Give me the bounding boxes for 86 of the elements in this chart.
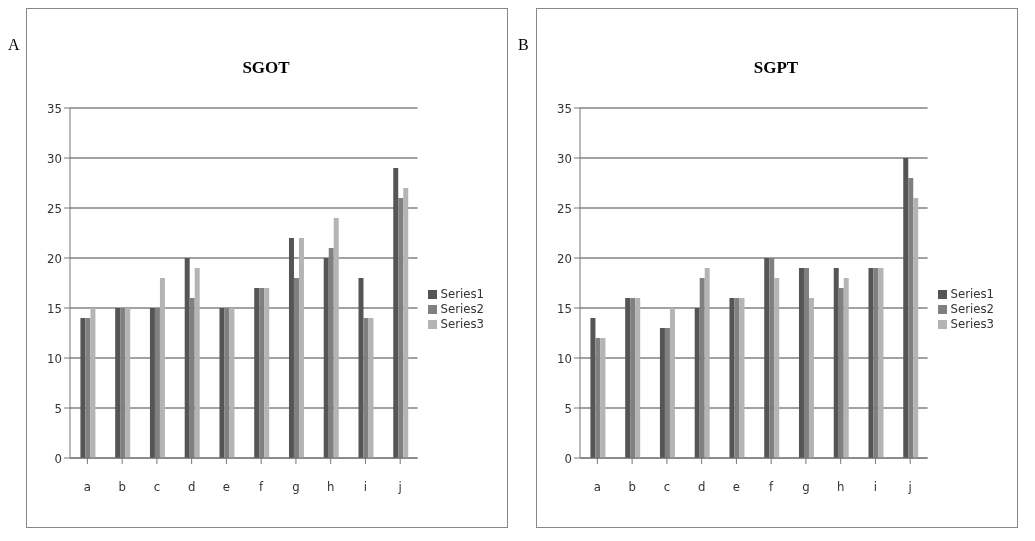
bar <box>90 308 96 458</box>
y-tick-label: 15 <box>47 300 62 316</box>
x-tick-label: b <box>628 479 636 495</box>
x-tick-label: e <box>222 479 231 495</box>
bar <box>843 278 849 458</box>
x-tick-label: c <box>663 479 671 495</box>
bar <box>739 298 745 458</box>
x-tick-label: a <box>593 479 601 495</box>
y-tick-label: 5 <box>564 400 572 416</box>
bar <box>149 308 155 458</box>
bar <box>764 258 770 458</box>
bar <box>229 308 235 458</box>
x-tick-label: h <box>836 479 845 495</box>
bar <box>833 268 839 458</box>
text: B <box>518 36 529 54</box>
bar <box>358 278 364 458</box>
bar <box>878 268 884 458</box>
bar <box>298 238 304 458</box>
bar <box>115 308 121 458</box>
bar <box>194 268 200 458</box>
x-tick-label: f <box>259 479 265 495</box>
x-tick-label: g <box>802 479 810 495</box>
y-tick-label: 25 <box>47 200 62 216</box>
bar <box>669 308 675 458</box>
y-tick-label: 20 <box>47 250 62 266</box>
x-tick-label: e <box>732 479 741 495</box>
x-tick-label: c <box>153 479 161 495</box>
y-tick-label: 5 <box>54 400 62 416</box>
x-tick-label: d <box>697 479 706 495</box>
bar <box>729 298 735 458</box>
bar <box>403 188 409 458</box>
x-tick-label: a <box>83 479 91 495</box>
bar <box>774 278 780 458</box>
legend-label: Series1 <box>440 285 484 301</box>
x-tick-label: i <box>363 479 368 495</box>
bar <box>590 318 596 458</box>
bar <box>333 218 339 458</box>
x-tick-label: i <box>873 479 878 495</box>
bar <box>798 268 804 458</box>
bar <box>125 308 131 458</box>
y-tick-label: 30 <box>557 150 572 166</box>
x-tick-label: j <box>907 479 912 495</box>
bar <box>625 298 631 458</box>
bar <box>868 268 874 458</box>
bar <box>254 288 260 458</box>
bar <box>600 338 606 458</box>
x-tick-label: d <box>187 479 196 495</box>
y-tick-label: 10 <box>557 350 572 366</box>
legend-label: Series3 <box>440 315 484 331</box>
x-tick-label: f <box>769 479 775 495</box>
y-tick-label: 35 <box>47 100 62 116</box>
y-tick-label: 0 <box>564 450 572 466</box>
legend-label: Series1 <box>950 285 994 301</box>
bar <box>704 268 710 458</box>
bar <box>323 258 329 458</box>
legend-label: Series3 <box>950 315 994 331</box>
bar <box>288 238 294 458</box>
bar <box>913 198 919 458</box>
y-tick-label: 0 <box>54 450 62 466</box>
chart-title: SGOT <box>241 58 291 78</box>
bar <box>903 158 909 458</box>
y-tick-label: 20 <box>557 250 572 266</box>
bar <box>635 298 641 458</box>
bar <box>808 298 814 458</box>
bar <box>159 278 165 458</box>
x-tick-label: g <box>292 479 300 495</box>
bar <box>659 328 665 458</box>
bar <box>219 308 225 458</box>
x-tick-label: j <box>397 479 402 495</box>
chart-title: SGPT <box>752 58 800 78</box>
bar <box>694 308 700 458</box>
y-tick-label: 30 <box>47 150 62 166</box>
bar <box>184 258 190 458</box>
y-tick-label: 10 <box>47 350 62 366</box>
bar <box>393 168 399 458</box>
y-tick-label: 25 <box>557 200 572 216</box>
bar <box>80 318 86 458</box>
y-tick-label: 15 <box>557 300 572 316</box>
legend-label: Series2 <box>440 300 484 316</box>
y-tick-label: 35 <box>557 100 572 116</box>
bar <box>368 318 374 458</box>
x-tick-label: h <box>326 479 335 495</box>
x-tick-label: b <box>118 479 126 495</box>
bar <box>264 288 270 458</box>
text: A <box>8 36 20 54</box>
legend-label: Series2 <box>950 300 994 316</box>
